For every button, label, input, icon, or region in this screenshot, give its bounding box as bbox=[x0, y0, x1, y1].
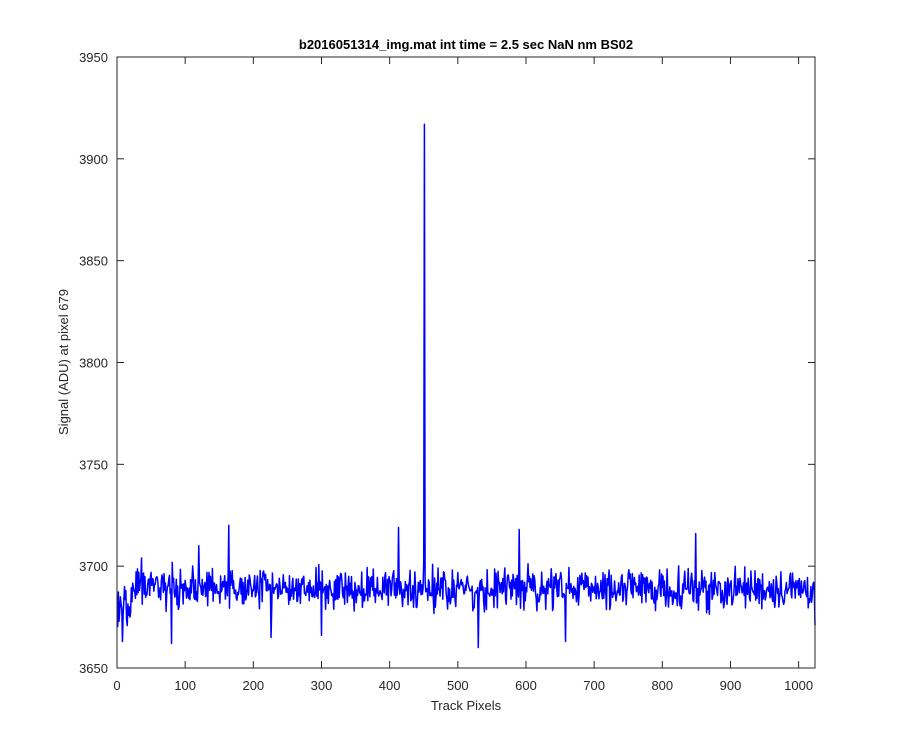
y-tick-label: 3850 bbox=[79, 254, 108, 269]
x-tick-label: 1000 bbox=[784, 678, 813, 693]
x-tick-label: 300 bbox=[311, 678, 333, 693]
x-tick-label: 400 bbox=[379, 678, 401, 693]
y-tick-label: 3800 bbox=[79, 356, 108, 371]
x-tick-label: 900 bbox=[720, 678, 742, 693]
x-tick-label: 600 bbox=[515, 678, 537, 693]
axes-background bbox=[117, 57, 815, 668]
y-tick-label: 3750 bbox=[79, 457, 108, 472]
chart-title: b2016051314_img.mat int time = 2.5 sec N… bbox=[299, 37, 633, 52]
x-tick-label: 100 bbox=[174, 678, 196, 693]
x-tick-label: 500 bbox=[447, 678, 469, 693]
y-tick-label: 3650 bbox=[79, 661, 108, 676]
series-line bbox=[116, 123, 816, 649]
data-layer bbox=[116, 123, 816, 649]
y-tick-label: 3900 bbox=[79, 152, 108, 167]
y-tick-label: 3950 bbox=[79, 50, 108, 65]
y-axis-ticks: 3650 3700 3750 3800 3850 3900 3950 bbox=[79, 50, 815, 676]
x-axis-label: Track Pixels bbox=[431, 698, 502, 713]
x-axis-ticks: 0 100 200 300 400 500 600 700 800 900 1000 bbox=[113, 57, 813, 693]
x-tick-label: 0 bbox=[113, 678, 120, 693]
x-tick-label: 800 bbox=[651, 678, 673, 693]
x-tick-label: 700 bbox=[583, 678, 605, 693]
y-tick-label: 3700 bbox=[79, 559, 108, 574]
x-tick-label: 200 bbox=[242, 678, 264, 693]
y-axis-label: Signal (ADU) at pixel 679 bbox=[56, 289, 71, 435]
